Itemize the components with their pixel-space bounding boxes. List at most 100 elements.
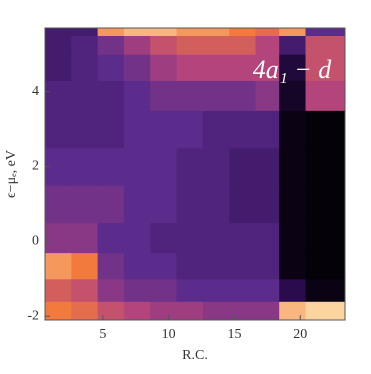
heat-cell: [305, 252, 346, 280]
heat-cell: [255, 252, 280, 280]
heat-cell: [97, 301, 125, 321]
heat-cell: [279, 185, 307, 224]
heat-cell: [305, 28, 346, 36]
heat-cell: [229, 301, 257, 321]
heat-cell: [97, 185, 125, 224]
heat-cell: [71, 80, 99, 111]
heat-cell: [45, 301, 72, 321]
heat-cell: [279, 35, 307, 55]
heat-cell: [150, 222, 178, 254]
heat-cell: [176, 54, 204, 81]
heat-cell: [150, 28, 178, 36]
heat-cell: [255, 301, 280, 321]
heat-cell: [45, 35, 72, 55]
heat-cell: [71, 222, 99, 254]
heat-cell: [305, 185, 346, 224]
heat-cell: [123, 252, 151, 280]
annotation: 4a₁ − d: [253, 55, 333, 84]
heat-cell: [150, 54, 178, 81]
heat-cell: [97, 278, 125, 302]
heat-cell: [202, 222, 230, 254]
heat-cell: [176, 147, 204, 186]
heat-cell: [71, 301, 99, 321]
heat-cell: [71, 185, 99, 224]
heat-cell: [279, 110, 307, 149]
heat-cell: [123, 185, 151, 224]
heat-cell: [71, 35, 99, 55]
y-tick-label: 2: [32, 159, 39, 174]
heat-cell: [229, 54, 257, 81]
heat-cell: [97, 110, 125, 149]
y-tick-label: -2: [27, 308, 39, 323]
heat-cell: [71, 54, 99, 81]
heat-cell: [305, 222, 346, 254]
heat-cell: [97, 28, 125, 36]
heat-cell: [176, 301, 204, 321]
heat-cell: [176, 110, 204, 149]
heat-cell: [202, 35, 230, 55]
heat-cell: [123, 54, 151, 81]
heat-cell: [202, 28, 230, 36]
x-tick-label: 10: [162, 327, 176, 342]
heat-cell: [229, 252, 257, 280]
heat-cell: [45, 80, 72, 111]
heat-cell: [150, 278, 178, 302]
heat-cell: [229, 185, 257, 224]
heat-cell: [176, 80, 204, 111]
heat-cell: [123, 28, 151, 36]
heat-cell: [176, 35, 204, 55]
heat-cell: [305, 147, 346, 186]
heat-cell: [279, 222, 307, 254]
heat-cell: [45, 54, 72, 81]
heat-cell: [97, 252, 125, 280]
heat-cell: [71, 147, 99, 186]
heat-cell: [305, 110, 346, 149]
heat-cell: [255, 54, 280, 81]
heat-cell: [176, 278, 204, 302]
heat-cell: [150, 185, 178, 224]
heat-cell: [45, 110, 72, 149]
heat-cell: [305, 54, 346, 81]
x-tick-label: 5: [99, 327, 106, 342]
heat-cell: [202, 110, 230, 149]
heat-cell: [229, 222, 257, 254]
heat-cell: [45, 185, 72, 224]
heat-cell: [202, 278, 230, 302]
heat-cell: [150, 147, 178, 186]
heat-cell: [123, 301, 151, 321]
heat-cell: [229, 80, 257, 111]
y-tick-label: 0: [32, 234, 39, 249]
heat-cell: [45, 252, 72, 280]
heat-cell: [279, 80, 307, 111]
heat-cell: [97, 35, 125, 55]
heat-cell: [279, 301, 307, 321]
heat-cell: [279, 278, 307, 302]
heat-cell: [255, 80, 280, 111]
heat-cell: [305, 35, 346, 55]
heat-cell: [123, 80, 151, 111]
heat-cell: [45, 28, 72, 36]
heat-cell: [123, 147, 151, 186]
heat-cell: [202, 301, 230, 321]
heat-cell: [176, 222, 204, 254]
heat-cell: [97, 147, 125, 186]
heat-cell: [279, 28, 307, 36]
heat-cell: [45, 222, 72, 254]
heat-cell: [255, 222, 280, 254]
heat-cell: [150, 110, 178, 149]
heat-cell: [255, 185, 280, 224]
heat-cell: [229, 147, 257, 186]
heat-cell: [123, 278, 151, 302]
heat-cell: [150, 80, 178, 111]
heat-cell: [305, 278, 346, 302]
x-tick-label: 20: [293, 327, 307, 342]
heat-cell: [255, 28, 280, 36]
heat-cell: [176, 28, 204, 36]
x-axis-label: R.C.: [182, 348, 208, 363]
heat-cell: [71, 278, 99, 302]
heat-cell: [305, 80, 346, 111]
heat-cell: [255, 147, 280, 186]
heat-cell: [202, 54, 230, 81]
heat-cell: [97, 80, 125, 111]
heat-cell: [229, 110, 257, 149]
